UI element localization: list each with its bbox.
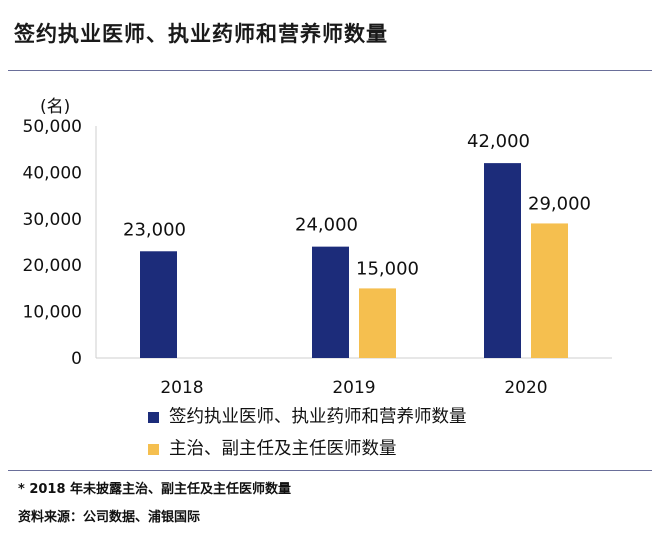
data-label: 15,000 xyxy=(356,258,419,279)
data-label: 23,000 xyxy=(123,219,186,240)
data-label: 42,000 xyxy=(467,131,530,152)
y-tick-label: 40,000 xyxy=(23,163,82,183)
x-tick-label: 2018 xyxy=(160,378,203,398)
legend-item-series-2: 主治、副主任及主任医师数量 xyxy=(148,433,467,465)
y-axis-label: (名) xyxy=(40,97,70,117)
data-label: 29,000 xyxy=(528,193,591,214)
legend-label-series-2: 主治、副主任及主任医师数量 xyxy=(169,439,397,459)
y-tick-label: 50,000 xyxy=(23,117,82,137)
bar-series-1-2018 xyxy=(140,251,177,358)
chart-title: 签约执业医师、执业药师和营养师数量 xyxy=(14,22,388,46)
legend-label-series-1: 签约执业医师、执业药师和营养师数量 xyxy=(169,407,467,427)
legend-swatch-series-1 xyxy=(148,411,159,423)
bar-chart: (名) 0 10,000 20,000 30,000 40,000 50,000 23,000… xyxy=(23,97,612,398)
legend-swatch-series-2 xyxy=(148,443,159,455)
y-tick-label: 20,000 xyxy=(23,256,82,276)
x-tick-label: 2020 xyxy=(504,378,547,398)
y-tick-label: 0 xyxy=(71,349,82,369)
top-divider xyxy=(8,70,652,71)
source-note: 资料来源：公司数据、浦银国际 xyxy=(18,510,201,525)
y-tick-label: 30,000 xyxy=(23,210,82,230)
y-tick-label: 10,000 xyxy=(23,303,82,323)
legend-item-series-1: 签约执业医师、执业药师和营养师数量 xyxy=(148,401,467,433)
bar-series-1-2020 xyxy=(484,163,521,358)
data-label: 24,000 xyxy=(295,215,358,236)
legend: 签约执业医师、执业药师和营养师数量 主治、副主任及主任医师数量 xyxy=(148,401,467,465)
bottom-divider xyxy=(8,470,652,471)
x-tick-label: 2019 xyxy=(332,378,375,398)
bar-series-1-2019 xyxy=(312,246,349,358)
bar-series-2-2019 xyxy=(359,288,396,358)
footnote: * 2018 年未披露主治、副主任及主任医师数量 xyxy=(18,482,292,497)
bar-series-2-2020 xyxy=(531,223,568,358)
